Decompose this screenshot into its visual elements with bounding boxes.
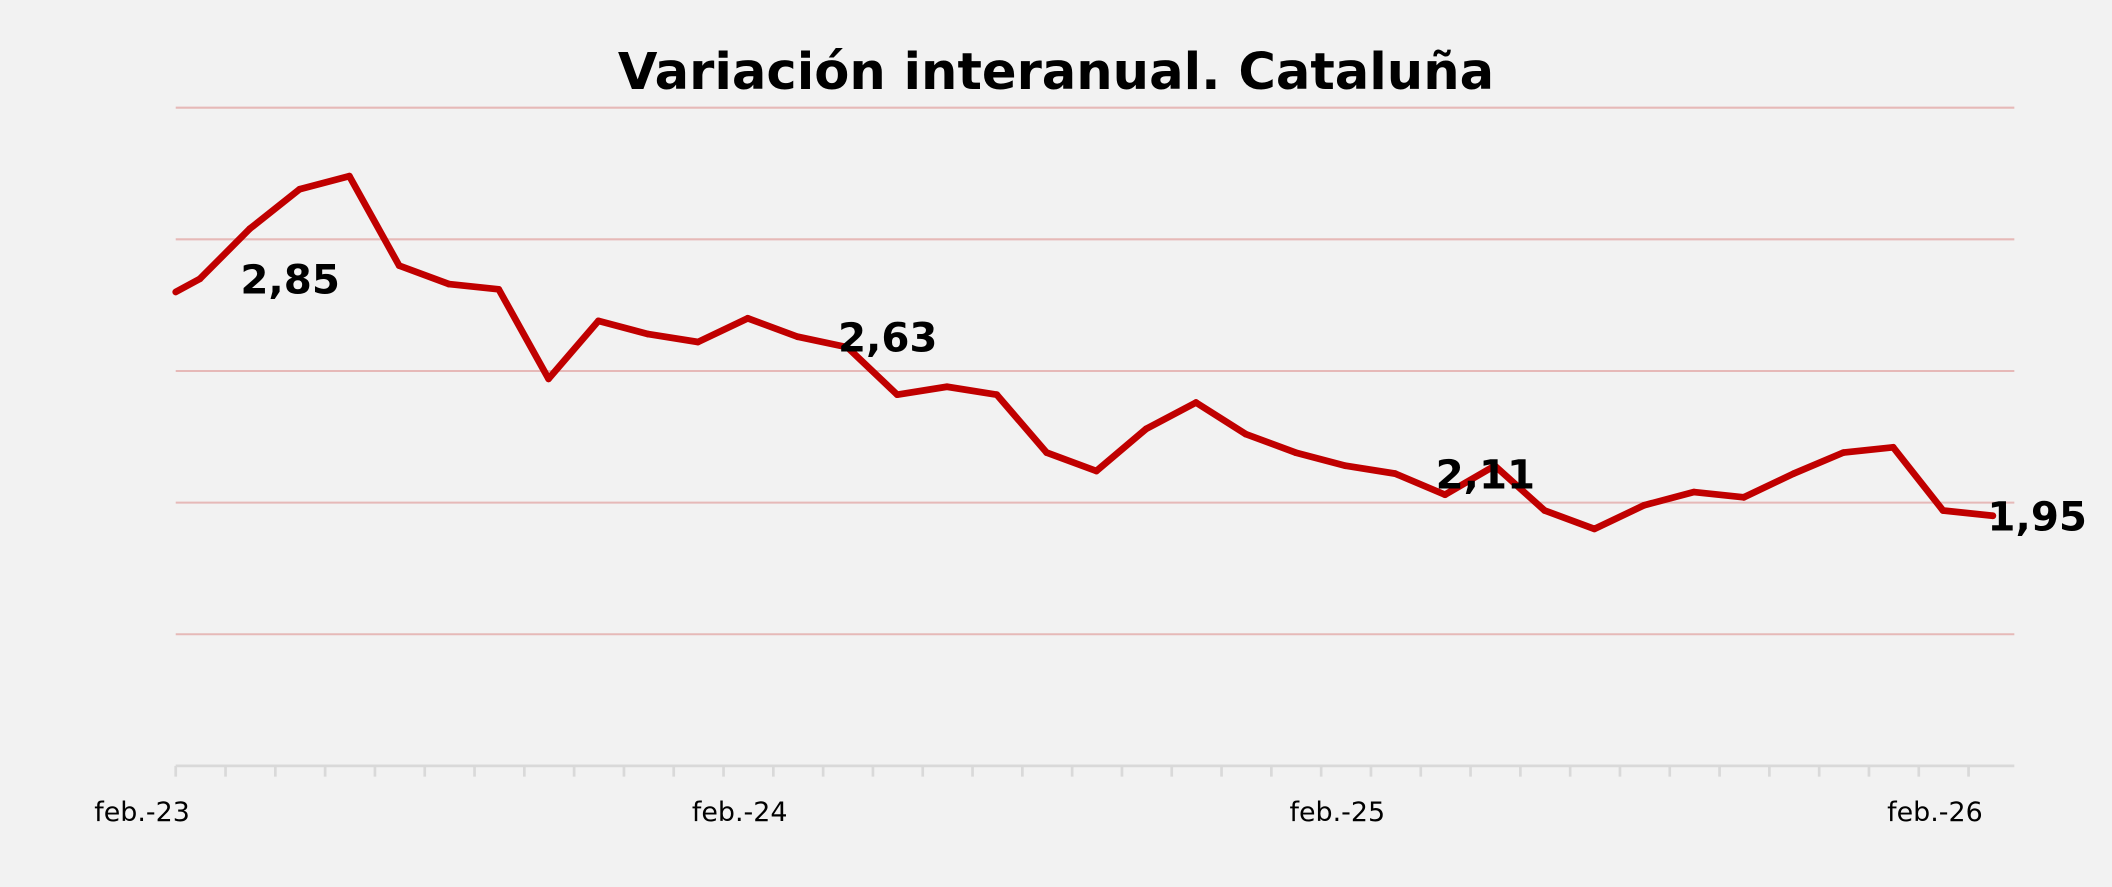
data-point [1591, 525, 1598, 533]
data-point [1640, 501, 1648, 509]
data-point [1342, 462, 1349, 470]
data-labels: 2,85 2,63 2,11 1,95 [240, 257, 2087, 541]
data-label: 2,63 [838, 315, 938, 362]
data-point [1043, 449, 1050, 456]
x-axis: feb.-23 feb.-24 feb.-25 feb.-26 [94, 764, 2015, 828]
x-tick-label: feb.-24 [692, 797, 788, 828]
x-tick-label: feb.-26 [1887, 797, 1983, 828]
series-group [172, 172, 1997, 533]
x-tick-label: feb.-23 [94, 797, 190, 828]
data-point [595, 317, 602, 325]
data-point [246, 225, 254, 233]
data-point [744, 314, 752, 322]
data-point [545, 375, 552, 383]
data-point [694, 338, 702, 346]
data-point [844, 343, 851, 351]
data-point [395, 262, 403, 270]
data-point [1889, 443, 1897, 451]
data-point [296, 185, 303, 193]
data-point [1391, 470, 1399, 477]
data-point [1192, 399, 1200, 406]
data-point [1690, 488, 1698, 496]
data-point [1840, 449, 1847, 456]
data-point [1989, 512, 1997, 520]
data-point [1142, 425, 1150, 433]
gridlines [175, 106, 2015, 636]
data-point [993, 391, 1001, 399]
data-point [1541, 507, 1548, 514]
chart-title: Variación interanual. Cataluña [618, 43, 1494, 102]
data-point [1093, 467, 1100, 475]
data-point [345, 172, 353, 180]
data-point [1242, 430, 1250, 438]
series-line [172, 172, 1997, 533]
data-point [495, 285, 503, 293]
data-point [893, 391, 901, 399]
data-point [1441, 491, 1449, 499]
data-point [1292, 449, 1299, 456]
data-point [1740, 493, 1748, 501]
data-point [943, 383, 951, 391]
data-point [794, 333, 801, 341]
data-label: 2,85 [240, 257, 340, 304]
data-point [1491, 462, 1499, 470]
data-point [1939, 507, 1947, 514]
data-point [196, 275, 204, 283]
data-point [644, 330, 652, 338]
data-point [1790, 470, 1797, 477]
data-label: 2,11 [1436, 451, 1536, 498]
data-point [445, 280, 453, 288]
data-label: 1,95 [1987, 494, 2087, 541]
x-tick-label: feb.-25 [1290, 797, 1386, 828]
